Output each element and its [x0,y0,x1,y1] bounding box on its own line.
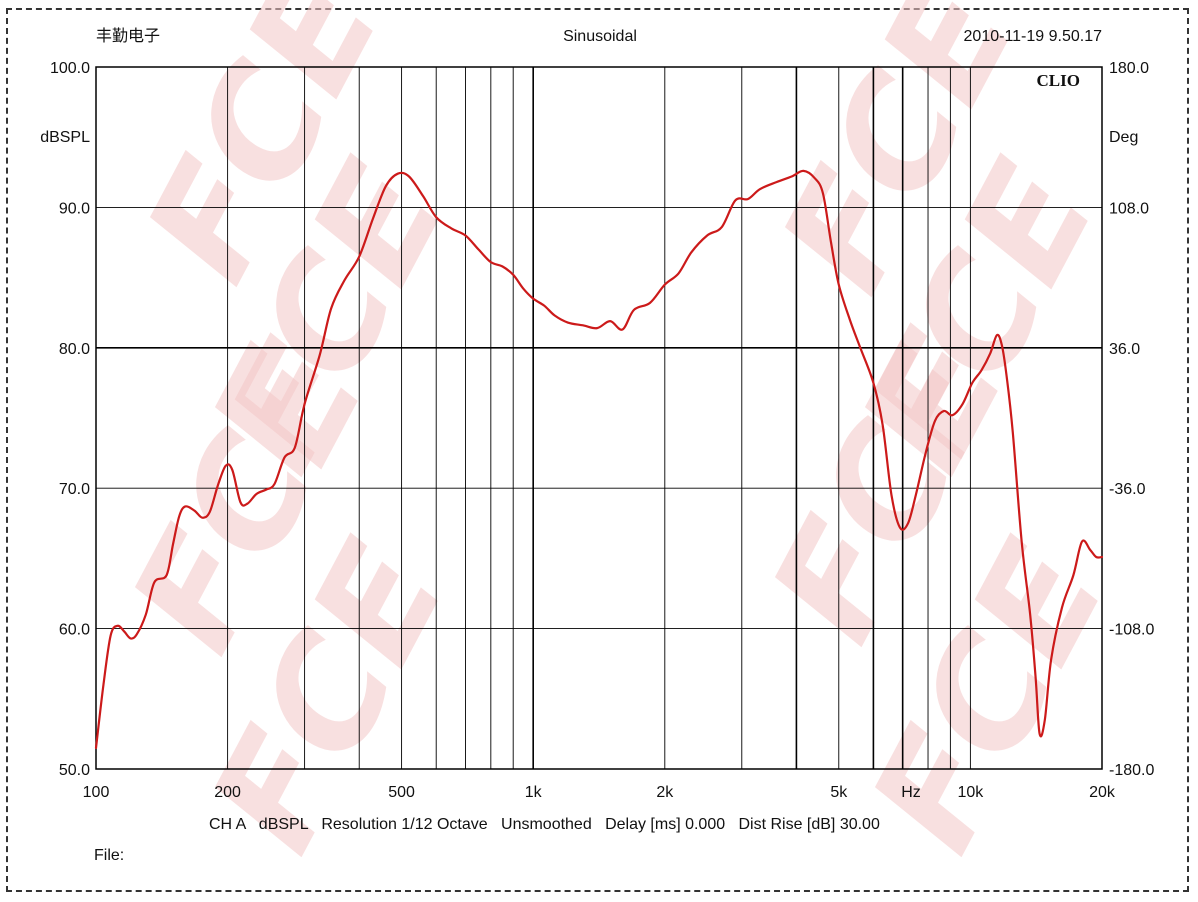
brand-logo: CLIO [1037,71,1080,90]
y-tick-label: 90.0 [59,200,90,217]
x-axis-unit: Hz [901,784,921,801]
x-tick-label: 100 [83,784,110,801]
header-company: 丰勤电子 [96,27,160,45]
y2-tick-label: 108.0 [1109,200,1149,217]
y2-tick-label: -36.0 [1109,481,1146,498]
y-tick-label: 100.0 [50,60,90,77]
tick-labels: 100 200 500 1k 2k 5k 10k 20k 100.0 90.0 80.0 70.0 60… [50,60,1155,801]
y-tick-label: 70.0 [59,481,90,498]
y-tick-label: 60.0 [59,622,90,639]
chart-frame [6,8,1189,892]
x-tick-label: 20k [1089,784,1116,801]
footer-settings: CH A dBSPL Resolution 1/12 Octave Unsmoo… [209,816,880,833]
x-tick-label: 10k [957,784,984,801]
grid [96,67,1102,769]
footer-file: File: [94,847,124,864]
header-timestamp: 2010-11-19 9.50.17 [964,28,1103,45]
y2-axis-label: Deg [1109,129,1138,146]
x-tick-label: 500 [388,784,415,801]
y-tick-label: 50.0 [59,762,90,779]
response-curve [94,169,1104,750]
y-tick-label: 80.0 [59,341,90,358]
plot-border [95,66,1103,770]
curve-layer [94,169,1104,750]
y2-tick-label: 180.0 [1109,60,1149,77]
y2-tick-label: 36.0 [1109,341,1140,358]
y2-tick-label: -180.0 [1109,762,1154,779]
x-tick-label: 5k [830,784,848,801]
x-tick-label: 200 [214,784,241,801]
y2-tick-label: -108.0 [1109,622,1154,639]
x-tick-label: 2k [656,784,674,801]
y-axis-label: dBSPL [40,129,90,146]
header-mode: Sinusoidal [563,28,637,45]
x-tick-label: 1k [525,784,543,801]
